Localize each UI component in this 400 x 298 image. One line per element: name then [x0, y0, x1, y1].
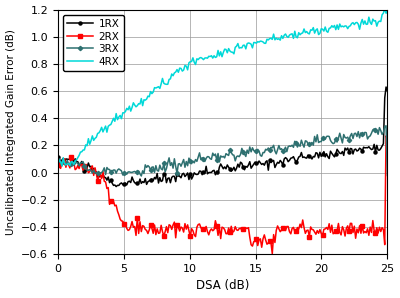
2RX: [246, 226, 251, 229]
4RX: [385, 9, 390, 13]
1RX: [193, 172, 198, 176]
1RX: [189, 177, 194, 181]
Line: 1RX: 1RX: [56, 86, 389, 188]
3RX: [373, 128, 378, 132]
Line: 2RX: 2RX: [56, 134, 389, 255]
2RX: [56, 163, 60, 167]
4RX: [111, 117, 116, 120]
2RX: [188, 235, 193, 238]
3RX: [193, 158, 198, 161]
X-axis label: DSA (dB): DSA (dB): [196, 280, 249, 292]
Legend: 1RX, 2RX, 3RX, 4RX: 1RX, 2RX, 3RX, 4RX: [63, 15, 124, 71]
Line: 3RX: 3RX: [56, 124, 389, 178]
3RX: [384, 124, 388, 128]
2RX: [284, 225, 289, 228]
2RX: [110, 200, 115, 204]
3RX: [284, 150, 289, 153]
3RX: [385, 174, 390, 177]
Y-axis label: Uncalibrated Integrated Gain Error (dB): Uncalibrated Integrated Gain Error (dB): [6, 29, 16, 235]
1RX: [384, 85, 388, 89]
3RX: [189, 162, 194, 165]
4RX: [382, 7, 387, 10]
4RX: [247, 41, 252, 45]
1RX: [247, 160, 252, 164]
4RX: [193, 63, 198, 66]
3RX: [110, 169, 115, 173]
1RX: [373, 150, 378, 153]
1RX: [284, 157, 289, 161]
3RX: [247, 145, 252, 149]
Line: 4RX: 4RX: [58, 9, 387, 166]
4RX: [189, 60, 194, 63]
2RX: [384, 134, 388, 138]
3RX: [56, 158, 60, 162]
2RX: [385, 137, 390, 140]
4RX: [56, 156, 60, 160]
2RX: [192, 233, 197, 237]
1RX: [385, 89, 390, 93]
1RX: [56, 155, 60, 159]
1RX: [114, 185, 118, 188]
1RX: [110, 181, 115, 185]
4RX: [373, 19, 378, 22]
3RX: [139, 174, 144, 178]
4RX: [284, 35, 289, 38]
2RX: [270, 252, 275, 255]
2RX: [373, 231, 378, 235]
4RX: [60, 164, 64, 168]
